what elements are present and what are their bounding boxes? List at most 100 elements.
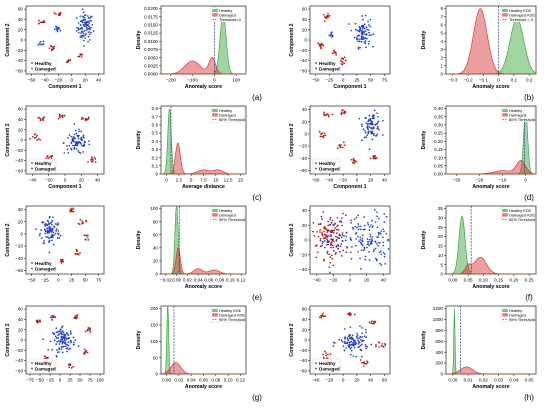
- damaged-point: [372, 322, 375, 325]
- healthy-point: [360, 40, 363, 43]
- healthy-point: [43, 228, 46, 231]
- y-tick-label: 0.5: [152, 131, 159, 136]
- damaged-point: [323, 14, 325, 16]
- healthy-point: [58, 343, 61, 345]
- legend-box: [500, 206, 536, 223]
- healthy-point: [87, 17, 90, 19]
- damaged-point: [331, 219, 334, 222]
- y-tick-label: 20: [302, 223, 308, 228]
- x-tick-label: 0.05: [525, 378, 534, 383]
- legend-label: Threshold=0: [219, 17, 242, 22]
- healthy-point: [81, 28, 84, 30]
- healthy-point: [360, 243, 363, 246]
- healthy-point: [83, 21, 86, 24]
- x-tick-label: 50: [77, 378, 83, 383]
- healthy-point: [57, 222, 59, 224]
- healthy-point: [353, 343, 356, 345]
- y-axis-label: Component 2: [5, 223, 11, 256]
- healthy-point: [350, 346, 353, 349]
- damaged-point: [326, 252, 329, 255]
- x-tick-label: 0: [356, 178, 359, 183]
- healthy-point: [88, 19, 91, 22]
- healthy-point: [47, 237, 50, 240]
- damaged-point: [335, 235, 337, 238]
- damaged-point: [54, 316, 57, 319]
- panel-label: (c): [252, 193, 262, 202]
- healthy-point: [83, 29, 86, 32]
- healthy-point: [330, 229, 333, 232]
- x-tick-label: 12.5: [224, 178, 233, 183]
- x-tick-label: 0.00: [448, 378, 457, 383]
- healthy-point: [330, 33, 332, 36]
- damaged-point: [324, 134, 327, 137]
- legend-label: Healthy: [35, 361, 52, 366]
- damaged-point: [334, 253, 337, 256]
- healthy-point: [336, 236, 339, 239]
- x-axis-label: Anomaly score: [185, 84, 222, 90]
- healthy-point: [370, 130, 373, 133]
- healthy-point: [357, 346, 360, 349]
- healthy-point: [87, 31, 90, 33]
- legend-label: Damaged: [319, 66, 340, 71]
- healthy-point: [352, 355, 355, 357]
- healthy-point: [52, 216, 54, 219]
- damaged-point: [321, 242, 324, 245]
- healthy-point: [359, 236, 362, 239]
- healthy-point: [76, 134, 79, 137]
- y-tick-label: 20: [18, 327, 24, 332]
- damaged-point: [320, 46, 323, 48]
- healthy-point: [365, 136, 367, 139]
- legend-swatch: [212, 313, 218, 317]
- legend-swatch: [212, 208, 218, 213]
- healthy-point: [365, 336, 368, 338]
- density-panel-g-density: 0.00 0.02 0.04 0.06 0.08 0.10 0.12 0 50 100 150 200…: [136, 305, 247, 390]
- healthy-point: [360, 123, 363, 126]
- healthy-point: [330, 36, 333, 38]
- healthy-point: [349, 353, 352, 356]
- x-tick-label: 0.15: [494, 278, 503, 283]
- y-tick-label: −20: [15, 244, 23, 249]
- healthy-point: [381, 134, 384, 136]
- healthy-point: [382, 251, 385, 254]
- damaged-point: [39, 319, 41, 322]
- healthy-point: [81, 20, 83, 23]
- healthy-point: [349, 237, 352, 239]
- density-panel-d-density: −30 −20 −10 0 0.00 0.05 0.10 0.15 0.20 0.25 0.30 0.…: [421, 105, 537, 190]
- damaged-point: [69, 210, 72, 213]
- damaged-point: [323, 230, 325, 233]
- damaged-point: [84, 330, 87, 333]
- y-axis-label: Component 2: [289, 323, 295, 356]
- legend-marker-damaged: [31, 67, 33, 70]
- damaged-point: [57, 117, 60, 120]
- healthy-point: [66, 338, 68, 341]
- healthy-point: [50, 234, 53, 237]
- y-tick-label: −60: [299, 369, 307, 374]
- y-tick-label: −20: [15, 148, 23, 153]
- damaged-point: [329, 216, 332, 219]
- x-tick-label: −200: [166, 78, 177, 83]
- healthy-point: [367, 24, 370, 26]
- damaged-point: [336, 225, 338, 228]
- healthy-point: [370, 34, 372, 36]
- damaged-density-area: [446, 256, 536, 275]
- healthy-point: [320, 215, 323, 218]
- healthy-point: [52, 231, 55, 234]
- damaged-point: [76, 314, 79, 317]
- healthy-point: [78, 128, 80, 131]
- healthy-point: [345, 251, 348, 253]
- y-tick-label: −60: [15, 268, 23, 273]
- damaged-point: [339, 146, 342, 149]
- damaged-point: [322, 136, 325, 139]
- x-tick-label: 0.02: [479, 378, 488, 383]
- legend-label: Healthy: [219, 208, 232, 213]
- healthy-point: [79, 152, 82, 154]
- healthy-point: [369, 117, 372, 120]
- y-tick-label: 60: [302, 307, 308, 312]
- healthy-point: [83, 137, 85, 139]
- healthy-point: [44, 230, 47, 233]
- healthy-point: [371, 127, 373, 130]
- healthy-point: [373, 114, 375, 117]
